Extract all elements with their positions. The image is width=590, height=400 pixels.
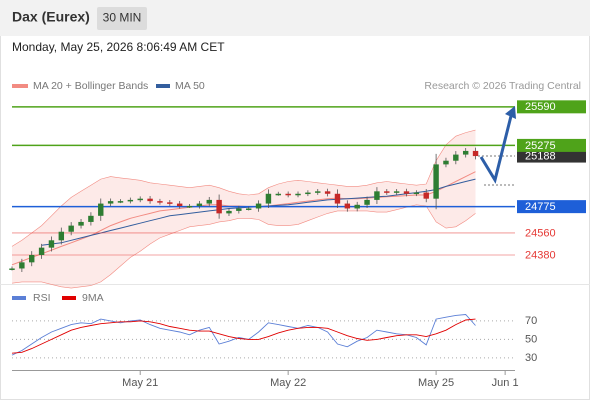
level-label: 24380 bbox=[525, 249, 556, 261]
candle bbox=[472, 150, 479, 157]
interval-badge[interactable] bbox=[97, 7, 147, 30]
candle bbox=[413, 192, 420, 195]
candle bbox=[137, 198, 143, 201]
level-tag bbox=[517, 138, 586, 152]
candle bbox=[453, 154, 459, 161]
x-tick-label: May 21 bbox=[122, 377, 158, 389]
y-tick-label: 70 bbox=[525, 315, 537, 327]
x-tick-label: Jun 1 bbox=[492, 377, 519, 389]
candle bbox=[147, 198, 153, 202]
legend-swatch bbox=[156, 84, 170, 88]
candle bbox=[167, 202, 173, 204]
indicator-line bbox=[11, 314, 476, 356]
level-label: 25188 bbox=[525, 150, 556, 162]
forecast-arrow bbox=[479, 115, 513, 184]
interval[interactable]: 30 MIN bbox=[103, 11, 142, 25]
candle bbox=[176, 203, 183, 207]
candle bbox=[443, 160, 449, 165]
level-tag bbox=[517, 100, 586, 114]
candle bbox=[275, 193, 282, 196]
candle bbox=[19, 262, 25, 269]
candle bbox=[107, 201, 114, 204]
bollinger-upper bbox=[11, 129, 476, 247]
legend-label: RSI bbox=[33, 292, 51, 304]
candle bbox=[423, 192, 429, 199]
bollinger-band bbox=[12, 130, 476, 289]
candle bbox=[354, 204, 360, 209]
level-label: 25275 bbox=[525, 140, 556, 152]
candle bbox=[186, 206, 193, 208]
candle bbox=[295, 193, 301, 196]
candle bbox=[364, 199, 370, 205]
candle bbox=[68, 225, 74, 232]
candle bbox=[255, 203, 262, 209]
candle bbox=[98, 203, 104, 216]
candle bbox=[245, 208, 252, 210]
legend-label: MA 50 bbox=[175, 80, 205, 92]
candle bbox=[305, 192, 311, 195]
candle bbox=[324, 191, 331, 194]
candle bbox=[196, 203, 203, 207]
candle bbox=[117, 201, 124, 203]
credit: Research © 2026 Trading Central bbox=[424, 80, 581, 92]
candle bbox=[157, 201, 163, 203]
candle bbox=[127, 199, 134, 202]
bollinger-lower bbox=[11, 204, 476, 289]
forecast-arrowhead bbox=[505, 106, 516, 119]
candle bbox=[393, 191, 400, 193]
legend-label: 9MA bbox=[82, 292, 104, 304]
candle bbox=[9, 268, 15, 270]
candle bbox=[38, 247, 45, 255]
candle bbox=[58, 231, 65, 241]
candle bbox=[462, 150, 469, 155]
candle bbox=[88, 215, 94, 222]
legend-swatch bbox=[62, 296, 76, 300]
level-label: 24560 bbox=[525, 227, 556, 239]
candle bbox=[78, 221, 84, 226]
x-tick-label: May 22 bbox=[270, 377, 306, 389]
candle bbox=[334, 193, 341, 204]
candle bbox=[226, 210, 232, 214]
candle bbox=[384, 191, 390, 193]
candle bbox=[374, 191, 380, 200]
candle bbox=[48, 240, 55, 248]
level-label: 25590 bbox=[525, 101, 556, 113]
candle bbox=[285, 193, 291, 196]
level-tag bbox=[517, 200, 586, 214]
legend-label: MA 20 + Bollinger Bands bbox=[33, 80, 148, 92]
legend-swatch bbox=[12, 296, 26, 300]
legend-swatch bbox=[12, 84, 28, 88]
candle bbox=[403, 191, 410, 194]
y-tick-label: 50 bbox=[525, 333, 537, 345]
candle bbox=[315, 191, 321, 193]
candle bbox=[344, 203, 351, 209]
candle bbox=[433, 164, 439, 199]
x-tick-label: May 25 bbox=[418, 377, 454, 389]
candle bbox=[206, 199, 212, 204]
title: Dax (Eurex) bbox=[12, 9, 90, 25]
level-tag bbox=[517, 149, 586, 163]
candle bbox=[236, 208, 242, 211]
timestamp: Monday, May 25, 2026 8:06:49 AM CET bbox=[12, 40, 225, 54]
y-tick-label: 30 bbox=[525, 352, 537, 364]
candle bbox=[216, 199, 222, 214]
candle bbox=[29, 255, 35, 263]
level-label: 24775 bbox=[525, 201, 556, 213]
indicator-line bbox=[11, 318, 476, 354]
candle bbox=[265, 193, 272, 204]
